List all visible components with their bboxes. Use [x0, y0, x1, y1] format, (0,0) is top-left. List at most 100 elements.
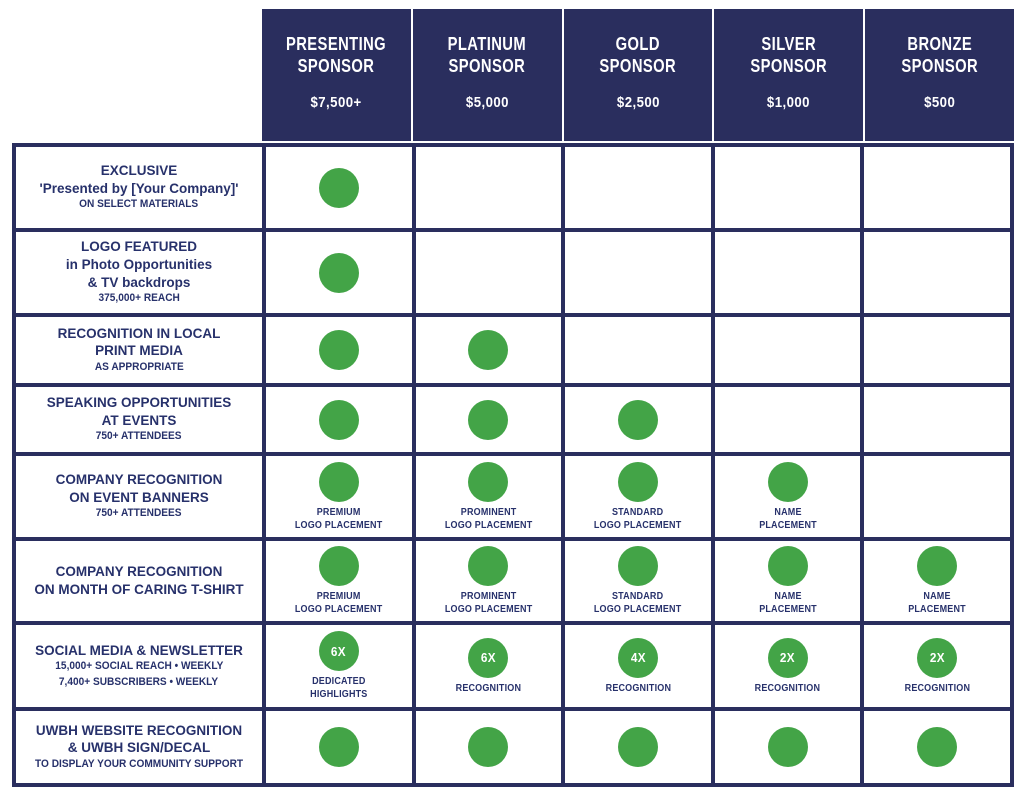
included-dot [468, 727, 509, 767]
included-dot: 4X [617, 637, 658, 678]
placement-label-line: PLACEMENT [908, 604, 966, 615]
benefit-cell [710, 387, 861, 452]
benefit-row: SPEAKING OPPORTUNITIES AT EVENTS 750+ ATTE… [16, 383, 1010, 452]
included-dot [917, 727, 958, 767]
placement-label-line: LOGO PLACEMENT [444, 604, 533, 615]
benefit-sub-line: 750+ ATTENDEES [96, 507, 182, 520]
benefit-title-line: PRINT MEDIA [95, 343, 183, 359]
included-dot [468, 461, 509, 502]
placement-label-line: RECOGNITION [605, 682, 671, 694]
placement-label-line: PROMINENT [460, 591, 517, 602]
benefit-cell: PREMIUM LOGO PLACEMENT [262, 541, 412, 621]
included-dot [318, 399, 359, 440]
benefit-row: RECOGNITION IN LOCAL PRINT MEDIA AS APPROP… [16, 313, 1010, 383]
benefit-cell [860, 317, 1010, 383]
placement-label: RECOGNITION [904, 682, 969, 695]
tier-price: $5,000 [465, 94, 509, 112]
tier-price: $500 [924, 94, 956, 112]
benefit-title-line: AT EVENTS [101, 412, 177, 428]
benefit-title-line: SOCIAL MEDIA & NEWSLETTER [35, 642, 243, 658]
benefit-row: SOCIAL MEDIA & NEWSLETTER 15,000+ SOCIAL … [16, 621, 1010, 707]
included-dot: 6X [318, 631, 359, 671]
benefit-title-line: RECOGNITION IN LOCAL [57, 325, 221, 341]
placement-label: DEDICATED HIGHLIGHTS [310, 675, 367, 701]
benefit-cell [561, 317, 711, 383]
benefit-cell [411, 232, 562, 313]
included-dot [318, 330, 359, 370]
tier-price: $2,500 [616, 94, 660, 112]
placement-label: NAME PLACEMENT [759, 590, 817, 616]
placement-label-line: PREMIUM [316, 506, 361, 518]
benefit-label: EXCLUSIVE 'Presented by [Your Company]' ON… [16, 147, 262, 228]
placement-label-line: LOGO PLACEMENT [594, 519, 682, 531]
benefit-cell [262, 711, 412, 783]
tier-price: $7,500+ [310, 94, 362, 112]
benefit-cell [561, 147, 711, 228]
benefit-cell [710, 232, 861, 313]
placement-label: RECOGNITION [755, 682, 820, 695]
included-dot [318, 546, 359, 586]
placement-label-line: NAME [773, 506, 802, 518]
placement-label-line: DEDICATED [312, 676, 366, 687]
benefit-cell: PROMINENT LOGO PLACEMENT [411, 456, 562, 537]
placement-label: STANDARD LOGO PLACEMENT [594, 506, 682, 532]
dot-frequency-label: 4X [630, 650, 646, 665]
benefit-cell [710, 711, 861, 783]
benefit-cell [561, 387, 711, 452]
benefit-sub-line: ON SELECT MATERIALS [79, 198, 199, 211]
placement-label-line: PLACEMENT [758, 519, 817, 531]
benefit-sub-line: 7,400+ SUBSCRIBERS • WEEKLY [59, 675, 219, 688]
included-dot [617, 399, 658, 440]
benefit-title-line: COMPANY RECOGNITION [55, 564, 223, 580]
benefit-label: RECOGNITION IN LOCAL PRINT MEDIA AS APPROP… [16, 317, 262, 383]
included-dot [917, 546, 958, 586]
benefit-row: COMPANY RECOGNITION ON MONTH OF CARING T-… [16, 537, 1010, 621]
benefit-title-line: UWBH WEBSITE RECOGNITION [35, 722, 243, 738]
benefit-sub-line: TO DISPLAY YOUR COMMUNITY SUPPORT [34, 757, 244, 770]
tier-title: GOLD SPONSOR [599, 34, 677, 76]
benefit-title-line: COMPANY RECOGNITION [55, 472, 223, 488]
benefit-row: COMPANY RECOGNITION ON EVENT BANNERS 750+ … [16, 452, 1010, 537]
placement-label-line: STANDARD [612, 591, 664, 602]
placement-label: RECOGNITION [605, 682, 670, 695]
benefit-title-line: 'Presented by [Your Company]' [39, 180, 239, 196]
benefit-cell: 6X DEDICATED HIGHLIGHTS [262, 625, 412, 707]
benefit-row: EXCLUSIVE 'Presented by [Your Company]' ON… [16, 147, 1010, 228]
dot-frequency-label: 6X [331, 643, 347, 659]
benefit-title-line: SPEAKING OPPORTUNITIES [46, 395, 232, 411]
placement-label: NAME PLACEMENT [759, 506, 817, 532]
sponsorship-benefits-table: PRESENTING SPONSOR $7,500+ PLATINUM SPONSO… [12, 9, 1014, 787]
benefit-row: UWBH WEBSITE RECOGNITION & UWBH SIGN/DECA… [16, 707, 1010, 783]
benefit-cell: 6X RECOGNITION [411, 625, 562, 707]
benefit-title-line: ON MONTH OF CARING T-SHIRT [34, 582, 244, 597]
included-dot: 2X [917, 637, 958, 678]
benefit-title-line: EXCLUSIVE [100, 163, 178, 179]
placement-label-line: PROMINENT [460, 506, 517, 518]
benefit-sub-line: 15,000+ SOCIAL REACH • WEEKLY [54, 660, 224, 673]
benefit-label: SOCIAL MEDIA & NEWSLETTER 15,000+ SOCIAL … [16, 625, 262, 707]
tier-column-gold: GOLD SPONSOR $2,500 [563, 9, 713, 141]
benefit-cell [561, 232, 711, 313]
included-dot [767, 727, 808, 767]
tier-title: PRESENTING SPONSOR [286, 34, 387, 76]
dot-frequency-label: 2X [929, 650, 945, 665]
header-row: PRESENTING SPONSOR $7,500+ PLATINUM SPONSO… [262, 9, 1014, 141]
benefit-sub-line: AS APPROPRIATE [94, 360, 184, 373]
benefit-cell: PROMINENT LOGO PLACEMENT [411, 541, 562, 621]
benefit-cell: NAME PLACEMENT [710, 541, 861, 621]
tier-title: SILVER SPONSOR [750, 34, 828, 76]
benefit-label: SPEAKING OPPORTUNITIES AT EVENTS 750+ ATTE… [16, 387, 262, 452]
included-dot [468, 330, 509, 370]
benefit-cell [262, 317, 412, 383]
placement-label-line: RECOGNITION [904, 682, 970, 694]
benefit-title-line: LOGO FEATURED [81, 239, 197, 255]
included-dot [318, 461, 359, 502]
placement-label-line: NAME [773, 591, 802, 602]
benefit-cell [710, 317, 861, 383]
placement-label-line: PREMIUM [316, 591, 361, 602]
benefit-cell: STANDARD LOGO PLACEMENT [561, 456, 711, 537]
included-dot [767, 546, 808, 586]
benefit-row: LOGO FEATURED in Photo Opportunities & TV … [16, 228, 1010, 313]
benefit-title-line: & UWBH SIGN/DECAL [67, 740, 211, 756]
benefit-cell [860, 387, 1010, 452]
